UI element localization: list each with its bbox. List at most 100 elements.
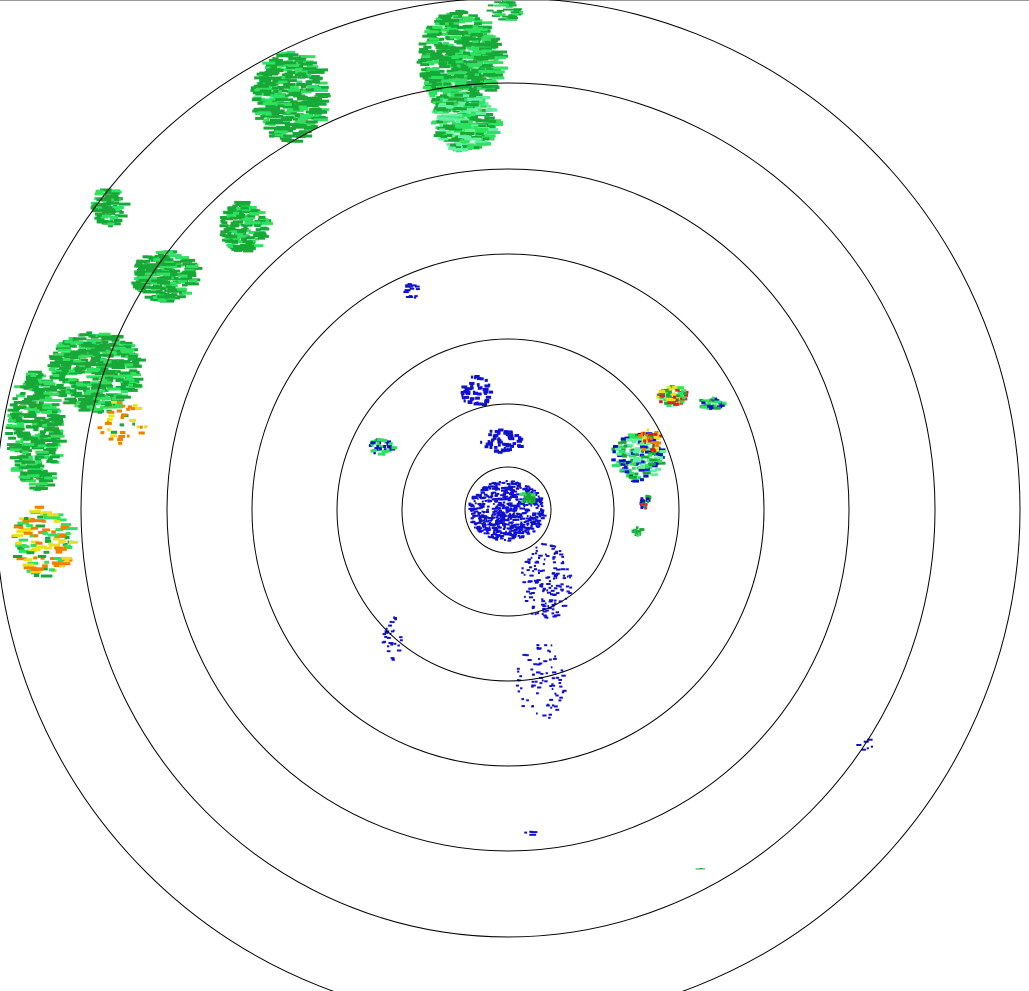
echo-cell xyxy=(477,521,482,524)
echo-cell xyxy=(471,520,476,523)
echo-cell xyxy=(477,386,482,390)
echo-cell xyxy=(471,517,474,520)
echo-cell xyxy=(563,604,568,607)
echo-cell xyxy=(471,68,483,72)
echo-cell xyxy=(453,19,462,23)
echo-cell xyxy=(121,341,133,345)
echo-cell xyxy=(35,395,49,399)
echo-cell xyxy=(548,580,552,583)
echo-cell xyxy=(259,218,268,222)
echo-cell xyxy=(553,587,558,590)
echo-cell xyxy=(38,482,48,486)
echo-cell xyxy=(562,574,566,577)
echo-cell xyxy=(51,420,64,424)
echo-cell xyxy=(635,529,642,533)
echo-cell xyxy=(189,279,198,283)
echo-cell xyxy=(513,506,517,509)
echo-cell xyxy=(116,395,131,399)
echo-cell xyxy=(480,529,484,532)
echo-cell xyxy=(650,448,656,452)
echo-cell xyxy=(454,138,460,142)
echo-cell xyxy=(519,507,522,510)
echo-cell xyxy=(489,121,503,124)
echo-cell xyxy=(141,281,152,285)
echo-cell xyxy=(487,535,490,538)
echo-cell xyxy=(113,346,126,350)
echo-cell xyxy=(562,577,567,580)
echo-cell xyxy=(110,361,125,365)
echo-cell xyxy=(121,390,128,394)
echo-cell xyxy=(113,197,120,201)
echo-cell xyxy=(545,672,548,675)
echo-cell xyxy=(312,99,324,103)
echo-cell xyxy=(481,49,492,53)
echo-cell xyxy=(439,128,446,132)
echo-cell xyxy=(252,97,262,101)
echo-cell xyxy=(524,831,528,834)
echo-cell xyxy=(289,123,299,127)
echo-cell xyxy=(542,514,547,517)
echo-cell xyxy=(472,47,486,51)
echo-cell xyxy=(486,125,495,129)
echo-cell xyxy=(25,424,31,428)
echo-cell xyxy=(42,528,51,532)
echo-cell xyxy=(295,57,306,61)
echo-cell xyxy=(640,450,645,454)
echo-cell xyxy=(220,219,226,223)
echo-cell xyxy=(99,381,112,385)
echo-nw-mid xyxy=(131,250,203,303)
echo-cell xyxy=(439,22,445,26)
echo-cell xyxy=(237,201,250,205)
echo-cell xyxy=(682,396,686,400)
echo-cell xyxy=(538,557,541,559)
echo-cell xyxy=(91,383,107,387)
echo-cell xyxy=(500,515,504,518)
echo-cell xyxy=(253,107,267,111)
echo-cell xyxy=(80,385,87,389)
echo-cell xyxy=(51,530,56,534)
echo-cell xyxy=(659,400,663,404)
echo-cell xyxy=(41,469,48,473)
echo-cell xyxy=(484,499,488,502)
echo-cell xyxy=(378,445,385,448)
echo-cell xyxy=(245,248,251,252)
echo-cell xyxy=(108,437,114,441)
echo-cell xyxy=(112,222,121,226)
echo-cell xyxy=(10,424,22,428)
echo-cell xyxy=(106,210,116,213)
echo-cell xyxy=(495,521,499,524)
echo-cell xyxy=(477,402,483,406)
echo-cell xyxy=(531,553,535,555)
echo-cell xyxy=(220,230,231,234)
echo-cell xyxy=(39,398,54,402)
range-ring-1 xyxy=(464,466,552,554)
echo-cell xyxy=(536,579,541,582)
echo-cell xyxy=(510,495,514,498)
echo-cell xyxy=(474,514,479,517)
echo-cell xyxy=(311,116,325,120)
echo-south xyxy=(515,644,567,719)
echo-cell xyxy=(552,671,557,674)
echo-cell xyxy=(133,404,138,408)
echo-cell xyxy=(498,507,501,510)
range-ring-6 xyxy=(80,82,936,938)
echo-cell xyxy=(407,283,412,286)
echo-cell xyxy=(478,494,481,497)
echo-cell xyxy=(480,386,483,390)
echo-cell xyxy=(378,447,382,451)
echo-cell xyxy=(683,392,687,396)
echo-cell xyxy=(52,439,67,443)
echo-cell xyxy=(488,441,494,445)
echo-cell xyxy=(427,85,437,88)
echo-cell xyxy=(429,94,436,98)
echo-cell xyxy=(545,576,549,579)
echo-cell xyxy=(386,442,389,446)
echo-cell xyxy=(469,137,482,141)
echo-cell xyxy=(460,120,469,124)
echo-cell xyxy=(515,523,520,526)
echo-cell xyxy=(483,519,486,522)
echo-cell xyxy=(531,685,534,688)
echo-cell xyxy=(653,462,659,466)
echo-cell xyxy=(542,714,547,717)
echo-cell xyxy=(269,97,276,101)
